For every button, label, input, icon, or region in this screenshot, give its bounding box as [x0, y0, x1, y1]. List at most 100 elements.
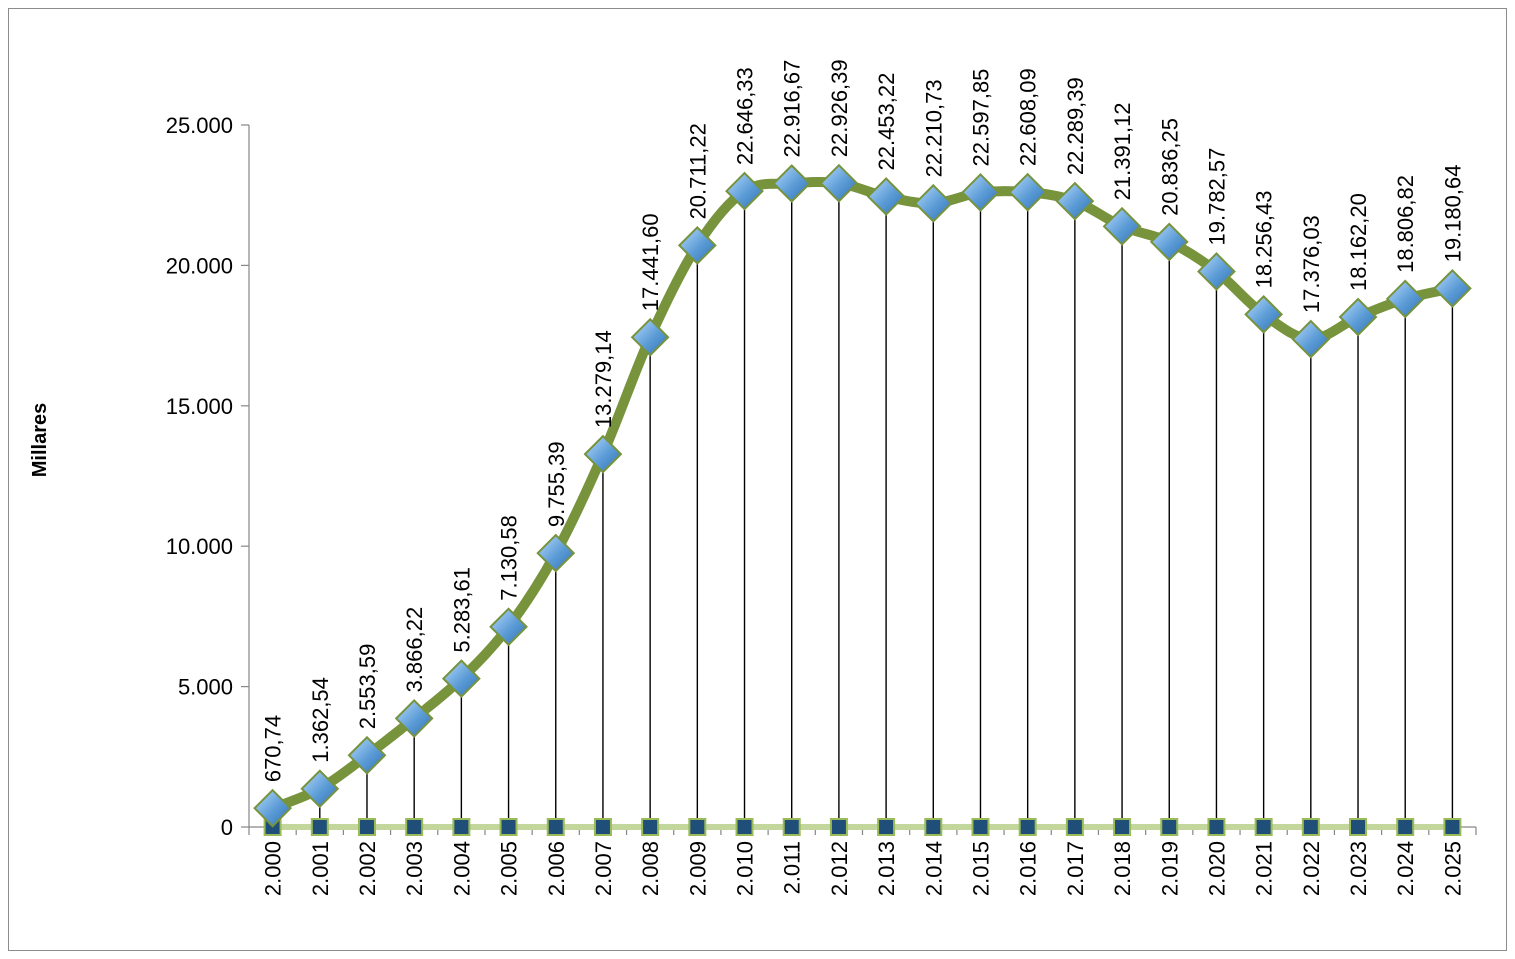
data-label: 17.441,60	[638, 213, 663, 311]
y-axis-title: Millares	[29, 403, 51, 477]
y-tick-label: 0	[221, 815, 233, 840]
x-tick-label: 2.017	[1063, 841, 1088, 896]
data-label: 1.362,54	[308, 677, 333, 763]
data-label: 22.646,33	[733, 67, 758, 165]
x-tick-label: 2.015	[968, 841, 993, 896]
data-label: 18.806,82	[1393, 175, 1418, 273]
data-label: 7.130,58	[497, 515, 522, 601]
data-label: 17.376,03	[1299, 215, 1324, 313]
x-tick-label: 2.020	[1204, 841, 1229, 896]
data-label: 2.553,59	[355, 644, 380, 730]
x-tick-label: 2.012	[827, 841, 852, 896]
series-main-marker	[1104, 208, 1140, 244]
data-label: 20.836,25	[1157, 118, 1182, 216]
data-label: 22.597,85	[968, 69, 993, 167]
series-zero-marker	[453, 819, 469, 835]
series-zero-marker	[642, 819, 658, 835]
series-zero-marker	[878, 819, 894, 835]
x-tick-label: 2.008	[638, 841, 663, 896]
series-main-marker	[774, 165, 810, 201]
series-zero-marker	[501, 819, 517, 835]
y-tick-label: 10.000	[166, 534, 233, 559]
data-labels: 670,74 1.362,54 2.553,59 3.866,22 5.283,61 7.…	[261, 59, 1466, 782]
data-label: 22.453,22	[874, 73, 899, 171]
data-label: 20.711,22	[685, 123, 710, 219]
x-tick-label: 2.009	[685, 841, 710, 896]
chart-frame: 0 5.000 10.000 15.000 20.000 25.000 2.000 2.001…	[8, 8, 1507, 951]
y-tick-label: 20.000	[166, 253, 233, 278]
series-main-marker	[962, 174, 998, 210]
x-tick-label: 2.002	[355, 841, 380, 896]
data-label: 19.782,57	[1204, 148, 1229, 246]
data-label: 22.608,09	[1016, 68, 1041, 166]
series-zero-marker	[1397, 819, 1413, 835]
series-zero-marker	[1350, 819, 1366, 835]
series-zero-marker	[595, 819, 611, 835]
data-label: 22.210,73	[921, 79, 946, 177]
y-tick-label: 15.000	[166, 394, 233, 419]
series-zero-marker	[359, 819, 375, 835]
series	[255, 165, 1471, 835]
series-zero-marker	[925, 819, 941, 835]
series-main-marker	[1010, 174, 1046, 210]
x-tick-label: 2.025	[1440, 841, 1465, 896]
x-tick-label: 2.003	[402, 841, 427, 896]
y-tick-label: 25.000	[166, 113, 233, 138]
series-zero-marker	[737, 819, 753, 835]
x-tick-label: 2.023	[1346, 841, 1371, 896]
x-tick-label: 2.021	[1252, 841, 1277, 896]
series-main-marker	[632, 319, 668, 355]
series-main-marker	[585, 436, 621, 472]
x-tick-label: 2.006	[544, 841, 569, 896]
series-zero-marker	[831, 819, 847, 835]
series-zero-marker	[1020, 819, 1036, 835]
series-zero-marker	[972, 819, 988, 835]
series-zero-marker	[689, 819, 705, 835]
series-zero-marker	[1444, 819, 1460, 835]
series-zero-marker	[1114, 819, 1130, 835]
x-tick-label: 2.013	[874, 841, 899, 896]
data-label: 19.180,64	[1440, 165, 1465, 263]
series-main-marker	[1434, 270, 1470, 306]
series-zero-marker	[1161, 819, 1177, 835]
series-main-marker	[915, 185, 951, 221]
series-zero-marker	[784, 819, 800, 835]
x-tick-label: 2.018	[1110, 841, 1135, 896]
series-zero-marker	[1208, 819, 1224, 835]
x-tick-label: 2.004	[449, 841, 474, 896]
data-label: 18.162,20	[1346, 193, 1371, 291]
axes: 0 5.000 10.000 15.000 20.000 25.000 2.000 2.001…	[166, 113, 1476, 896]
series-zero-marker	[1303, 819, 1319, 835]
series-main-marker	[1151, 224, 1187, 260]
data-label: 9.755,39	[544, 441, 569, 527]
x-tick-label: 2.016	[1016, 841, 1041, 896]
data-label: 22.916,67	[780, 60, 805, 158]
x-tick-label: 2.024	[1393, 841, 1418, 896]
data-label: 3.866,22	[402, 607, 427, 693]
data-label: 18.256,43	[1252, 190, 1277, 288]
y-tick-label: 5.000	[178, 675, 233, 700]
series-main-marker	[1057, 183, 1093, 219]
data-label: 13.279,14	[591, 330, 616, 428]
x-tick-label: 2.019	[1157, 841, 1182, 896]
data-label: 22.289,39	[1063, 77, 1088, 175]
series-zero-marker	[1067, 819, 1083, 835]
series-main-marker	[255, 790, 291, 826]
series-main-marker	[868, 179, 904, 215]
line-chart: 0 5.000 10.000 15.000 20.000 25.000 2.000 2.001…	[9, 9, 1508, 952]
series-zero-marker	[406, 819, 422, 835]
series-main-marker	[821, 165, 857, 201]
data-label: 670,74	[261, 715, 286, 782]
data-label: 5.283,61	[449, 567, 474, 653]
series-zero-marker	[312, 819, 328, 835]
series-main-marker	[1293, 321, 1329, 357]
series-zero-marker	[548, 819, 564, 835]
series-zero-marker	[1256, 819, 1272, 835]
data-label: 21.391,12	[1110, 102, 1135, 200]
x-tick-label: 2.007	[591, 841, 616, 896]
x-tick-label: 2.000	[261, 841, 286, 896]
x-tick-label: 2.011	[780, 841, 805, 894]
data-label: 22.926,39	[827, 59, 852, 157]
x-tick-label: 2.001	[308, 841, 333, 896]
x-tick-label: 2.014	[921, 841, 946, 896]
